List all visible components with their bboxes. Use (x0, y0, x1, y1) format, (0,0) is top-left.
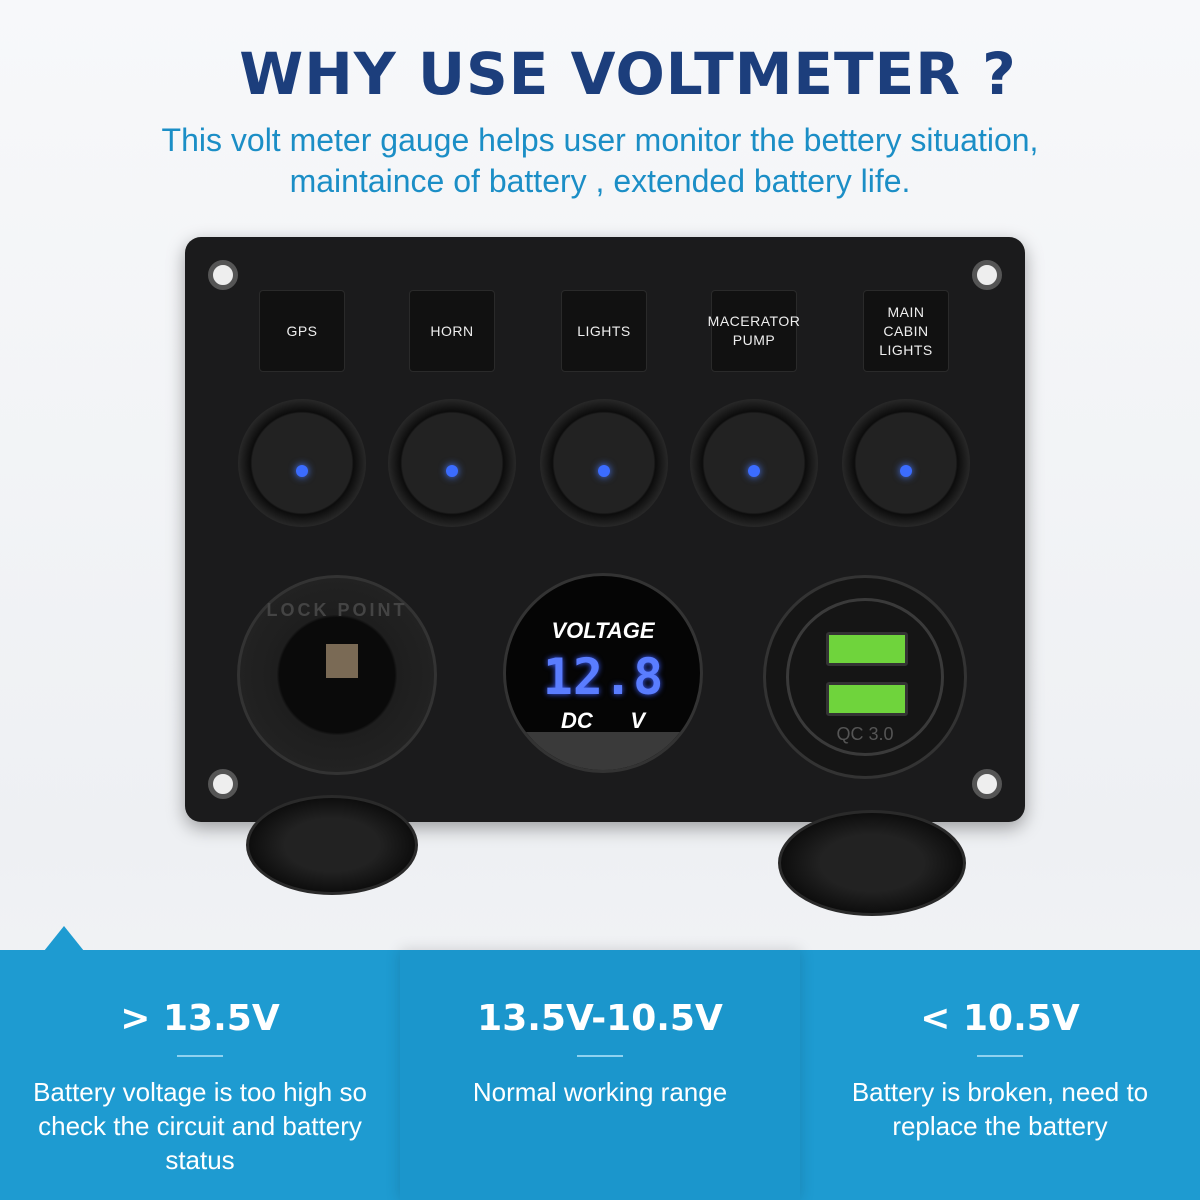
usb-port[interactable] (826, 682, 908, 716)
switch-label: HORN (409, 290, 495, 372)
range-desc: Battery is broken, need to replace the b… (851, 1077, 1149, 1141)
voltmeter: VOLTAGE 12.8 DC V (503, 573, 703, 773)
mount-hole (972, 260, 1002, 290)
subtitle-line: This volt meter gauge helps user monitor… (161, 122, 1039, 158)
rocker-switch-gps[interactable] (238, 399, 366, 527)
divider (577, 1055, 623, 1057)
led-icon (296, 465, 308, 477)
range-low: < 10.5V Battery is broken, need to replac… (800, 950, 1200, 1200)
usb-port[interactable] (826, 632, 908, 666)
switch-label: LIGHTS (561, 290, 647, 372)
mount-hole (972, 769, 1002, 799)
socket-pin (326, 644, 358, 678)
switch-label: MACERATOR PUMP (708, 290, 800, 372)
qc-label: QC 3.0 (836, 724, 894, 744)
usb-charger: QC 3.0 (763, 575, 967, 779)
subtitle-line: maintaince of battery , extended battery… (289, 163, 911, 199)
cigarette-socket: LOCK POINT (237, 575, 437, 775)
range-value: 13.5V-10.5V (477, 998, 723, 1039)
range-desc: Normal working range (472, 1077, 728, 1107)
divider (977, 1055, 1023, 1057)
led-icon (446, 465, 458, 477)
switch-label: MAIN CABIN LIGHTS (863, 290, 949, 372)
usb-cap (778, 810, 966, 916)
voltage-reading: 12.8 (542, 648, 664, 706)
dc-label: DC (561, 708, 593, 733)
switch-label: GPS (259, 290, 345, 372)
range-normal: 13.5V-10.5V Normal working range (400, 950, 800, 1200)
range-high: > 13.5V Battery voltage is too high so ch… (0, 950, 400, 1200)
led-icon (748, 465, 760, 477)
page-title: WHY USE VOLTMETER ? (239, 40, 1017, 108)
range-value: > 13.5V (120, 998, 280, 1039)
usb-bezel (786, 598, 944, 756)
rocker-switch-main-cabin-lights[interactable] (842, 399, 970, 527)
mount-hole (208, 260, 238, 290)
pointer-triangle (44, 926, 84, 951)
rocker-switch-lights[interactable] (540, 399, 668, 527)
range-desc: Battery voltage is too high so check the… (33, 1077, 367, 1175)
led-icon (900, 465, 912, 477)
mount-hole (208, 769, 238, 799)
voltage-ranges: > 13.5V Battery voltage is too high so ch… (0, 950, 1200, 1200)
subtitle: This volt meter gauge helps user monitor… (0, 120, 1200, 202)
divider (177, 1055, 223, 1057)
switch-panel: GPS HORN LIGHTS MACERATOR PUMP MAIN CABI… (185, 237, 1025, 822)
unit-label: V (630, 708, 645, 733)
socket-label: LOCK POINT (266, 600, 408, 620)
voltmeter-title: VOLTAGE (551, 618, 655, 643)
led-icon (598, 465, 610, 477)
bezel (506, 732, 700, 770)
socket-cap (246, 795, 418, 895)
range-value: < 10.5V (920, 998, 1080, 1039)
rocker-switch-macerator-pump[interactable] (690, 399, 818, 527)
rocker-switch-horn[interactable] (388, 399, 516, 527)
